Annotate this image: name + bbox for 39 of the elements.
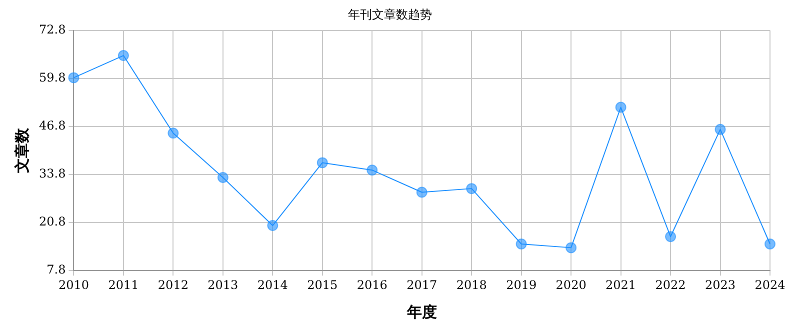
x-tick-label: 2010 (58, 278, 89, 292)
x-tick-label: 2014 (257, 278, 288, 292)
x-tick-label: 2021 (606, 278, 636, 292)
point (168, 128, 179, 139)
point (416, 186, 428, 198)
x-tick-label: 2012 (158, 278, 188, 292)
x-tick-label: 2024 (754, 278, 786, 292)
point (615, 102, 626, 113)
point (316, 157, 328, 168)
point (217, 172, 228, 183)
point (68, 72, 80, 84)
point (516, 238, 527, 250)
point (366, 164, 378, 176)
x-tick-label: 2020 (556, 278, 586, 292)
x-tick-label: 2018 (456, 278, 487, 292)
x-axis-title: 年度 (406, 302, 437, 321)
y-tick-label: 72.8 (39, 22, 66, 37)
x-tick-label: 2011 (108, 278, 139, 292)
y-tick-label: 20.8 (39, 214, 66, 229)
y-tick-label: 46.8 (39, 118, 66, 133)
x-tick-label: 2023 (704, 278, 736, 292)
y-tick-label: 33.8 (39, 166, 66, 181)
y-axis-title: 文章数 (12, 127, 31, 174)
y-tick-label: 7.8 (46, 262, 66, 277)
point (764, 238, 776, 250)
point (118, 50, 129, 62)
x-tick-label: 2013 (208, 278, 238, 292)
x-tick-label: 2017 (406, 278, 438, 292)
point (267, 220, 278, 232)
point (466, 183, 478, 194)
x-tick-label: 2015 (307, 278, 338, 292)
x-tick-label: 2016 (356, 278, 388, 292)
x-tick-label: 2022 (655, 278, 686, 292)
y-tick-label: 59.8 (39, 70, 66, 85)
point (566, 242, 577, 254)
chart-title: 年刊文章数趋势 (348, 7, 432, 22)
point (665, 231, 676, 242)
x-tick-label: 2019 (506, 278, 537, 292)
point (714, 124, 726, 135)
